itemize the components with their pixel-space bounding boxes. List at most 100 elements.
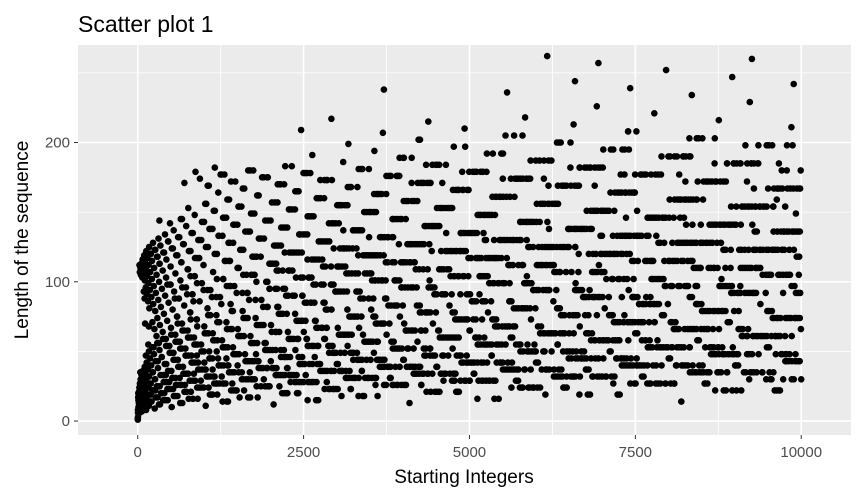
data-point — [371, 313, 379, 320]
data-point — [348, 331, 356, 339]
data-point — [743, 178, 751, 185]
data-point — [528, 279, 535, 287]
data-point — [776, 387, 784, 394]
data-point — [682, 221, 690, 228]
data-point — [633, 355, 640, 362]
data-point — [334, 360, 342, 368]
data-point — [511, 323, 519, 330]
data-point — [197, 377, 205, 385]
data-point — [524, 341, 531, 348]
data-point — [768, 376, 775, 383]
data-point — [372, 208, 380, 216]
data-point — [478, 316, 486, 323]
data-point — [429, 370, 436, 378]
data-point — [233, 289, 240, 297]
data-point — [534, 359, 542, 366]
data-point — [550, 366, 558, 373]
data-point — [699, 135, 706, 142]
data-point — [554, 200, 562, 208]
data-point — [668, 282, 676, 290]
data-point — [624, 128, 632, 135]
data-point — [593, 311, 601, 319]
data-point — [319, 256, 326, 263]
data-point — [714, 264, 721, 272]
data-point — [353, 349, 361, 357]
data-point — [466, 327, 474, 334]
data-point — [764, 185, 772, 192]
data-point — [229, 239, 237, 247]
data-point — [291, 292, 299, 300]
data-point — [216, 293, 224, 301]
data-point — [178, 259, 185, 266]
data-point — [603, 275, 610, 283]
data-point — [616, 337, 623, 344]
data-point — [314, 396, 322, 404]
data-point — [711, 160, 718, 167]
data-point — [644, 362, 651, 369]
data-point — [262, 339, 270, 347]
data-point — [338, 392, 345, 400]
data-point — [272, 260, 280, 268]
data-point — [482, 236, 490, 244]
data-point — [240, 387, 248, 394]
chart-title: Scatter plot 1 — [78, 11, 214, 37]
data-point — [190, 334, 198, 341]
data-point — [358, 227, 366, 234]
data-point — [284, 389, 291, 397]
data-point — [666, 355, 674, 362]
data-point — [396, 172, 403, 180]
data-point — [194, 395, 201, 403]
data-point — [571, 77, 579, 85]
data-point — [622, 214, 630, 221]
data-point — [588, 330, 596, 337]
data-point — [184, 370, 192, 378]
data-point — [400, 320, 408, 327]
data-point — [733, 203, 740, 210]
data-point — [508, 298, 515, 305]
data-point — [797, 325, 805, 333]
data-point — [180, 240, 188, 248]
x-tick-label: 0 — [134, 444, 142, 461]
data-point — [224, 344, 232, 351]
data-point — [711, 135, 719, 142]
data-point — [187, 309, 194, 316]
data-point — [779, 185, 786, 192]
data-point — [292, 274, 300, 281]
data-point — [288, 162, 296, 170]
data-point — [371, 147, 378, 155]
data-point — [323, 378, 331, 386]
data-point — [155, 235, 162, 242]
data-point — [557, 139, 564, 146]
data-point — [550, 298, 557, 305]
x-tick-label: 7500 — [619, 444, 652, 461]
data-point — [790, 80, 797, 88]
data-point — [187, 316, 194, 323]
data-point — [599, 164, 607, 171]
data-point — [715, 325, 723, 333]
data-point — [779, 289, 787, 297]
data-point — [216, 318, 223, 326]
data-point — [610, 380, 617, 387]
data-point — [446, 302, 453, 309]
data-point — [748, 55, 756, 63]
data-point — [797, 376, 805, 383]
data-point — [607, 348, 614, 355]
data-point — [781, 203, 789, 210]
y-tick-label: 100 — [45, 274, 70, 291]
data-point — [291, 310, 299, 318]
data-point — [795, 271, 803, 279]
data-point — [253, 278, 260, 286]
data-point — [658, 362, 665, 369]
data-point — [266, 285, 273, 293]
data-point — [198, 236, 205, 244]
data-point — [426, 345, 434, 352]
data-point — [310, 213, 317, 220]
data-point — [213, 348, 220, 355]
data-point — [294, 335, 302, 343]
data-point — [611, 207, 618, 215]
data-point — [360, 392, 368, 400]
data-point — [426, 277, 433, 284]
data-point — [190, 298, 197, 305]
data-point — [450, 143, 458, 150]
data-point — [727, 203, 735, 210]
